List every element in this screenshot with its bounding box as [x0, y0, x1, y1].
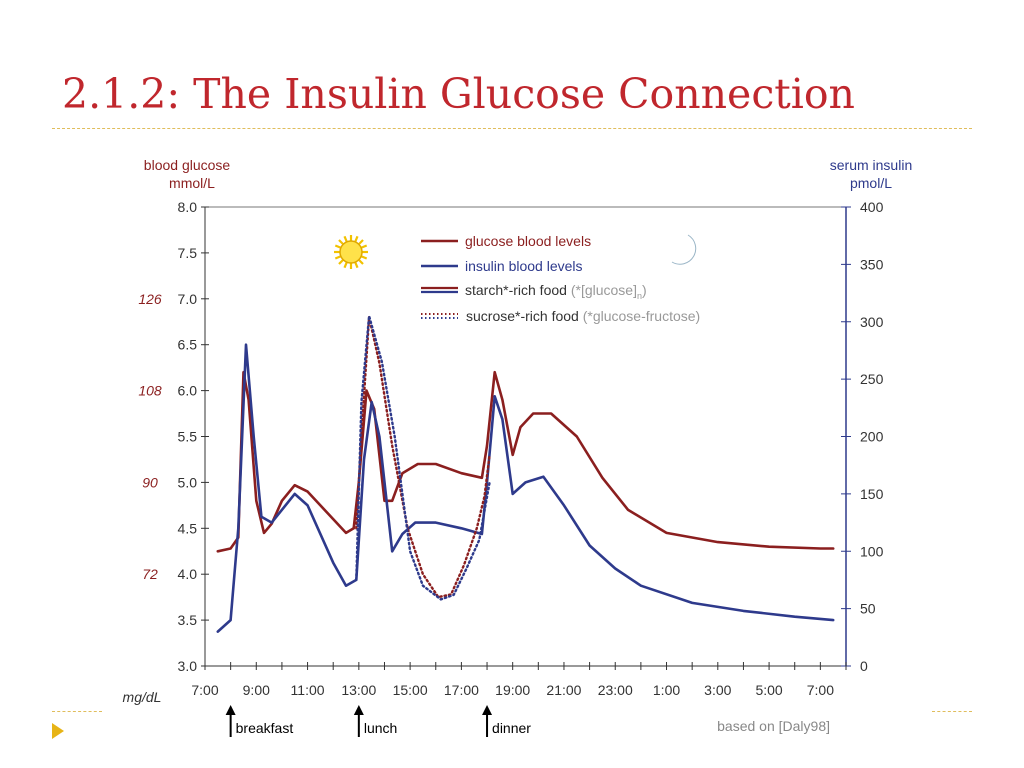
right-tick-label: 50 — [860, 601, 876, 617]
right-tick-label: 300 — [860, 314, 884, 330]
bullet-triangle-icon — [52, 723, 64, 739]
mgdl-axis-label: mg/dL — [123, 689, 162, 705]
label-layer: 3.0 3.5 4.0 4.5 5.0 5.5 6.0 6.5 7.0 7.5 8.0 72 90 108… — [123, 157, 913, 736]
meal-arrow-head — [225, 705, 236, 715]
source-note: based on [Daly98] — [717, 718, 830, 734]
series-line-2 — [216, 343, 835, 633]
legend-label: insulin blood levels — [465, 258, 583, 274]
left-axis-title: blood glucose — [144, 157, 231, 173]
x-tick-label: 7:00 — [191, 682, 218, 698]
sun-ray — [358, 259, 364, 265]
left-tick-label: 6.0 — [178, 383, 198, 399]
left-tick-label: 3.0 — [178, 658, 198, 674]
x-tick-label: 9:00 — [243, 682, 270, 698]
mgdl-tick-label: 126 — [138, 291, 162, 307]
series-layer — [216, 314, 835, 633]
sun-ray — [358, 239, 364, 245]
legend-label: glucose blood levels — [465, 233, 591, 249]
right-tick-label: 350 — [860, 256, 884, 272]
legend-label: starch*-rich food (*[glucose]n) — [465, 282, 647, 301]
right-axis-title: serum insulin — [830, 157, 912, 173]
sun-ray — [354, 261, 359, 269]
right-tick-label: 250 — [860, 371, 884, 387]
mgdl-tick-label: 90 — [142, 474, 158, 490]
slide-title: 2.1.2: The Insulin Glucose Connection — [62, 70, 855, 118]
x-tick-label: 17:00 — [444, 682, 479, 698]
series-line-3 — [355, 316, 491, 599]
title-divider — [52, 128, 972, 129]
sun-disc — [339, 240, 363, 264]
left-tick-label: 6.5 — [178, 337, 198, 353]
left-tick-label: 7.0 — [178, 291, 198, 307]
x-tick-label: 11:00 — [291, 682, 325, 698]
left-tick-label: 8.0 — [178, 199, 198, 215]
sun-ray — [334, 244, 342, 249]
sun-ray — [360, 255, 368, 260]
right-tick-label: 400 — [860, 199, 884, 215]
right-axis-unit: pmol/L — [850, 175, 892, 191]
right-tick-label: 0 — [860, 658, 868, 674]
x-tick-label: 1:00 — [653, 682, 680, 698]
x-tick-label: 19:00 — [495, 682, 530, 698]
right-tick-label: 200 — [860, 429, 884, 445]
sun-ray — [338, 239, 344, 245]
meal-arrow-head — [353, 705, 364, 715]
sun-ray — [334, 255, 342, 260]
x-tick-label: 23:00 — [598, 682, 633, 698]
right-tick-label: 100 — [860, 543, 884, 559]
sun-ray — [354, 235, 359, 243]
sun-ray — [360, 244, 368, 249]
series-line-1 — [216, 370, 835, 553]
meal-label: lunch — [364, 720, 397, 736]
mgdl-tick-label: 108 — [138, 383, 162, 399]
mgdl-tick-label: 72 — [142, 566, 158, 582]
left-tick-label: 5.5 — [178, 429, 198, 445]
legend-label: sucrose*-rich food (*glucose-fructose) — [466, 308, 700, 324]
x-tick-label: 15:00 — [393, 682, 428, 698]
left-axis-unit: mmol/L — [169, 175, 215, 191]
axes-layer — [201, 206, 851, 670]
sun-ray — [343, 261, 348, 269]
sun-ray — [338, 259, 344, 265]
footer-divider-right — [932, 711, 972, 712]
moon-icon — [671, 234, 697, 265]
legend-layer: glucose blood levels insulin blood levels… — [421, 233, 700, 324]
x-tick-label: 7:00 — [807, 682, 834, 698]
x-tick-label: 13:00 — [341, 682, 376, 698]
x-tick-label: 5:00 — [755, 682, 782, 698]
left-tick-label: 7.5 — [178, 245, 198, 261]
left-tick-label: 4.5 — [178, 520, 198, 536]
left-tick-label: 4.0 — [178, 566, 198, 582]
decor-layer — [225, 234, 697, 737]
sun-icon — [334, 235, 368, 269]
x-tick-label: 21:00 — [546, 682, 581, 698]
sun-ray — [343, 235, 348, 243]
left-tick-label: 3.5 — [178, 612, 198, 628]
right-tick-label: 150 — [860, 486, 884, 502]
x-tick-label: 3:00 — [704, 682, 731, 698]
meal-arrow-head — [482, 705, 493, 715]
meal-label: breakfast — [236, 720, 294, 736]
meal-label: dinner — [492, 720, 531, 736]
series-line-4 — [355, 314, 491, 601]
left-tick-label: 5.0 — [178, 474, 198, 490]
footer-divider-left — [52, 711, 102, 712]
